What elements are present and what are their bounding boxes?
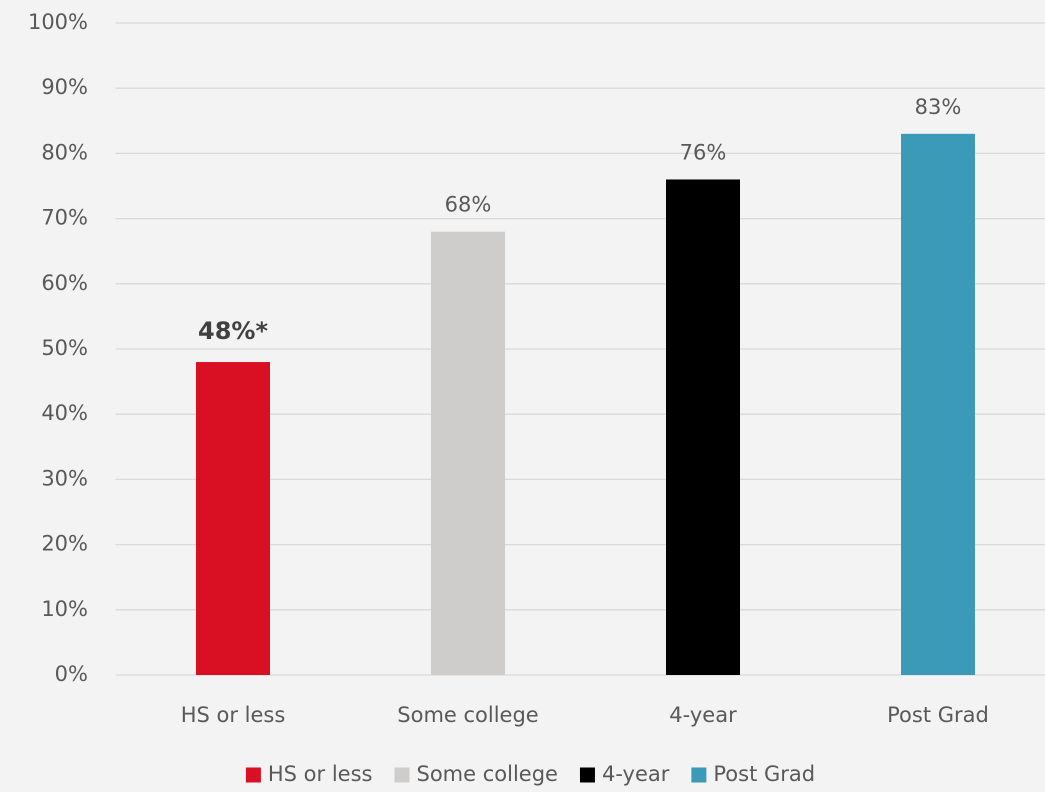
y-tick-label: 40% — [41, 401, 88, 425]
bar — [666, 179, 740, 676]
legend-label: Post Grad — [713, 762, 815, 786]
y-tick-label: 60% — [41, 271, 88, 295]
x-tick-label: Post Grad — [887, 703, 989, 727]
y-tick-label: 10% — [41, 597, 88, 621]
data-label: 83% — [915, 95, 962, 119]
legend-label: 4-year — [602, 762, 670, 786]
y-tick-label: 70% — [41, 206, 88, 230]
bar — [431, 231, 505, 675]
bar — [901, 133, 975, 676]
data-label: 48%* — [198, 317, 268, 345]
y-tick-label: 30% — [41, 466, 88, 490]
bar — [196, 362, 270, 675]
y-tick-label: 90% — [41, 75, 88, 99]
y-tick-label: 80% — [41, 140, 88, 164]
y-tick-label: 50% — [41, 336, 88, 360]
legend-swatch — [691, 767, 707, 783]
data-label: 68% — [445, 193, 492, 217]
data-label: 76% — [680, 140, 727, 164]
y-tick-label: 0% — [55, 662, 88, 686]
y-tick-label: 100% — [28, 10, 88, 34]
legend-label: HS or less — [268, 762, 373, 786]
x-tick-label: 4-year — [669, 703, 737, 727]
legend-swatch — [579, 767, 595, 783]
legend-swatch — [394, 767, 410, 783]
y-tick-label: 20% — [41, 532, 88, 556]
legend-swatch — [245, 767, 261, 783]
legend-label: Some college — [416, 762, 557, 786]
x-tick-label: HS or less — [181, 703, 286, 727]
x-tick-label: Some college — [397, 703, 538, 727]
